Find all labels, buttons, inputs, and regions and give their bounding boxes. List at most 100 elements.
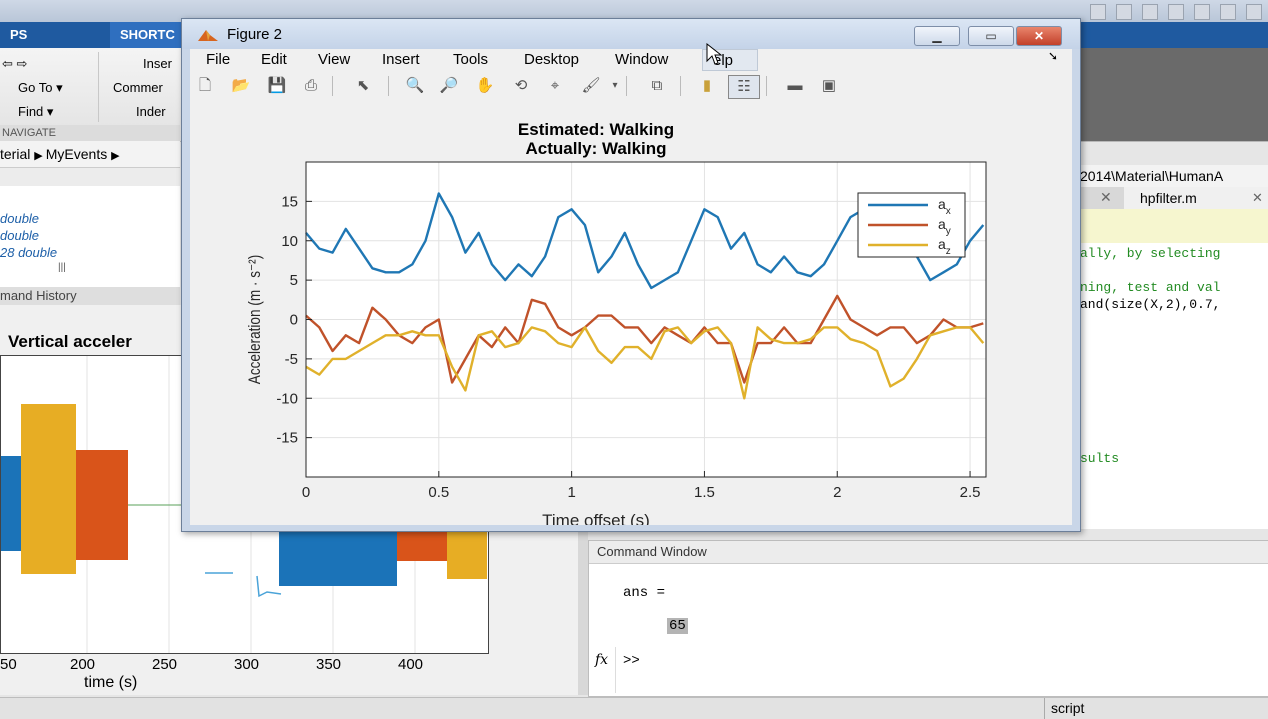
zoom-out-icon[interactable]: 🔎 <box>439 77 459 94</box>
undo-icon[interactable] <box>1142 4 1158 20</box>
y-axis-label: Acceleration (m · s⁻²) <box>246 255 265 384</box>
brush-icon[interactable]: 🖌 <box>581 77 601 94</box>
breadcrumb-item[interactable]: MyEvents <box>45 146 108 162</box>
figure-canvas: 0 0.5 1 1.5 2 2.5 -15 -10 -5 0 5 10 15 Estimated: Wal… <box>190 101 1072 530</box>
close-icon[interactable]: ✕ <box>1252 190 1263 205</box>
indent-button[interactable]: Inder <box>136 104 166 119</box>
data-cursor-icon[interactable]: ⌖ <box>550 77 560 94</box>
brush-dropdown-icon[interactable]: ▾ <box>612 80 618 91</box>
yellow-segment <box>447 531 487 579</box>
pan-icon[interactable]: ✋ <box>475 77 495 94</box>
insert-button[interactable]: Inser <box>143 56 172 71</box>
print-icon[interactable]: ⎙ <box>304 77 317 94</box>
tick-label: 350 <box>316 656 342 673</box>
menu-file[interactable]: File <box>206 51 231 68</box>
minimize-button[interactable]: ▁ <box>914 26 960 46</box>
left-plot-xlabel: time (s) <box>84 674 138 691</box>
ans-value: 65 <box>667 618 688 634</box>
yellow-segment <box>21 404 76 574</box>
tick-label: 250 <box>152 656 178 673</box>
new-figure-icon[interactable]: 🗋 <box>198 77 212 94</box>
workspace-row[interactable]: 28 double <box>0 245 58 260</box>
breadcrumb-item[interactable]: terial <box>0 146 31 162</box>
editor-pane[interactable]: ally, by selecting ning, test and val an… <box>1080 209 1268 529</box>
tab-apps[interactable]: PS <box>10 27 28 42</box>
command-history-header[interactable]: mand History <box>0 287 180 305</box>
status-text: script <box>1044 698 1268 719</box>
workspace-row[interactable]: double <box>0 211 40 226</box>
tick-label: 200 <box>70 656 96 673</box>
hide-plot-tools-icon[interactable]: ▬ <box>787 77 803 94</box>
cut-icon[interactable] <box>1090 4 1106 20</box>
copy-icon[interactable] <box>1116 4 1132 20</box>
workspace-header <box>0 168 180 186</box>
layout-icon[interactable] <box>1220 4 1236 20</box>
zoom-in-icon[interactable]: 🔍 <box>405 77 425 94</box>
toolbar-separator <box>766 76 767 96</box>
figure-title: Figure 2 <box>227 26 283 43</box>
x-tick-label: 1.5 <box>694 484 715 501</box>
colorbar-icon[interactable]: ▮ <box>702 77 712 94</box>
menu-window[interactable]: Window <box>615 51 669 68</box>
toolbar-separator <box>680 76 681 96</box>
comment-button[interactable]: Commer <box>113 80 163 95</box>
tick-label: 50 <box>0 656 17 673</box>
tick-label: 300 <box>234 656 260 673</box>
code-line: ally, by selecting <box>1080 246 1221 261</box>
switch-windows-icon[interactable] <box>1194 4 1210 20</box>
chart-svg: 0 0.5 1 1.5 2 2.5 -15 -10 -5 0 5 10 15 Estimated: Wal… <box>246 120 987 530</box>
figure-titlebar[interactable]: Figure 2 ▁ ▭ ✕ <box>182 19 1080 49</box>
menu-view[interactable]: View <box>318 51 351 68</box>
show-plot-tools-icon[interactable]: ▣ <box>821 77 837 94</box>
toolbar-separator <box>626 76 627 96</box>
splitter-grip[interactable]: ||| <box>58 262 66 273</box>
toolbar-separator <box>388 76 389 96</box>
help-icon[interactable] <box>1246 4 1262 20</box>
figure-toolbar: 🗋 📂 💾 ⎙ ⬉ 🔍 🔎 ✋ ⟲ ⌖ 🖌 ▾ ⧉ ▮ ☷ ▬ ▣ <box>190 71 1072 102</box>
goto-button[interactable]: Go To ▾ <box>18 80 63 95</box>
function-browser-icon[interactable]: fx <box>595 652 609 668</box>
open-icon[interactable]: 📂 <box>231 77 251 94</box>
orange-segment <box>397 531 447 561</box>
mouse-cursor-icon <box>706 43 723 65</box>
y-tick-label: -10 <box>276 390 298 407</box>
menu-desktop[interactable]: Desktop <box>524 51 580 68</box>
series-line-a_y <box>305 294 984 384</box>
redo-icon[interactable] <box>1168 4 1184 20</box>
link-icon[interactable]: ⧉ <box>651 77 663 94</box>
tab-hpfilter[interactable]: hpfilter.m ✕ <box>1124 187 1268 209</box>
current-folder-path[interactable]: 2014\Material\HumanA <box>1080 165 1268 187</box>
breadcrumb: terial ▶ MyEvents ▶ <box>0 141 180 168</box>
close-button[interactable]: ✕ <box>1016 26 1062 46</box>
chart-title: Actually: Walking <box>525 139 666 158</box>
dock-arrow-icon[interactable]: ➘ <box>1048 49 1059 63</box>
command-window[interactable]: Command Window ans = 65 fx >> <box>588 540 1268 697</box>
close-icon[interactable]: ✕ <box>1100 189 1112 205</box>
find-button[interactable]: Find ▾ <box>18 104 54 119</box>
x-tick-label: 2.5 <box>960 484 981 501</box>
ribbon-divider <box>98 52 99 122</box>
series-line-a_z <box>305 326 985 400</box>
editor-tabs: ✕ hpfilter.m ✕ <box>1080 187 1268 209</box>
menu-tools[interactable]: Tools <box>453 51 489 68</box>
code-line: and(size(X,2),0.7, <box>1080 297 1221 312</box>
blue-segment <box>279 531 397 586</box>
workspace-row[interactable]: double <box>0 228 40 243</box>
rotate-icon[interactable]: ⟲ <box>514 77 528 94</box>
back-arrow-icon[interactable]: ⇦ ⇨ <box>2 56 28 71</box>
pointer-icon[interactable]: ⬉ <box>356 77 370 94</box>
y-tick-label: 5 <box>290 272 298 289</box>
tab-shortcuts[interactable]: SHORTC <box>110 22 185 48</box>
y-tick-label: 15 <box>281 193 298 210</box>
code-line: sults <box>1080 451 1120 466</box>
command-prompt[interactable]: >> <box>623 653 640 669</box>
menu-edit[interactable]: Edit <box>261 51 287 68</box>
menu-insert[interactable]: Insert <box>382 51 420 68</box>
save-icon[interactable]: 💾 <box>267 77 287 94</box>
x-tick-label: 0 <box>302 484 310 501</box>
left-plot-svg <box>1 356 488 653</box>
x-axis-label: Time offset (s) <box>542 511 650 525</box>
legend-icon[interactable]: ☷ <box>728 75 760 99</box>
y-tick-label: 10 <box>281 233 298 250</box>
maximize-button[interactable]: ▭ <box>968 26 1014 46</box>
